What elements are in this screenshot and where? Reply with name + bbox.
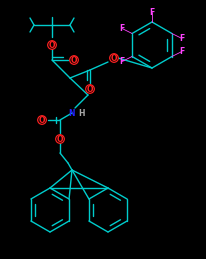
Circle shape — [48, 41, 56, 49]
Text: O: O — [110, 54, 117, 62]
Text: O: O — [49, 40, 55, 49]
Circle shape — [110, 55, 116, 61]
Text: O: O — [86, 84, 93, 93]
Circle shape — [85, 85, 94, 93]
Text: O: O — [56, 134, 63, 143]
Text: N: N — [68, 109, 75, 118]
Circle shape — [87, 86, 92, 92]
Text: O: O — [70, 55, 77, 64]
Circle shape — [57, 136, 63, 142]
Text: O: O — [39, 116, 45, 125]
Circle shape — [49, 42, 55, 48]
Circle shape — [69, 56, 78, 64]
Text: F: F — [119, 24, 124, 33]
Circle shape — [39, 117, 45, 123]
Circle shape — [109, 54, 118, 62]
Text: F: F — [178, 34, 184, 43]
Text: F: F — [178, 47, 184, 56]
Text: H: H — [78, 109, 85, 118]
Text: F: F — [119, 57, 124, 66]
Text: F: F — [149, 8, 154, 17]
Circle shape — [38, 116, 46, 124]
Circle shape — [56, 135, 64, 143]
Circle shape — [71, 57, 77, 63]
